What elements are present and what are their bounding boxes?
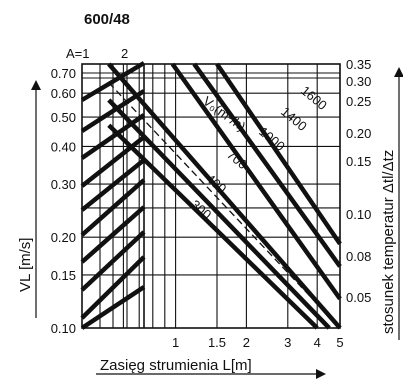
series-line-1400 bbox=[192, 62, 342, 268]
a-line-6 bbox=[80, 205, 146, 264]
y-tick-4: 0.40 bbox=[51, 139, 76, 154]
a-label-1: A=1 bbox=[66, 46, 90, 61]
x-tick-5: 5 bbox=[336, 335, 343, 350]
chart-title: 600/48 bbox=[84, 11, 130, 28]
a-label-2: 2 bbox=[121, 46, 128, 61]
series-label-1400: 1400 bbox=[278, 104, 310, 134]
y-axis-label: VL [m/s] bbox=[17, 238, 34, 292]
y-tick-2: 0.20 bbox=[51, 230, 76, 245]
dashed-reference-line bbox=[108, 82, 341, 329]
y-tick-6: 0.60 bbox=[51, 86, 76, 101]
y2-tick-4: 0.15 bbox=[346, 154, 371, 169]
x-tick-4: 4 bbox=[314, 335, 321, 350]
y2-tick-7: 0.05 bbox=[346, 290, 371, 305]
series-line-1000 bbox=[170, 62, 342, 301]
series-line-300 bbox=[107, 123, 319, 330]
y2-axis-label: stosunek temperatur Δtl/Δtz bbox=[380, 150, 397, 334]
a-lines bbox=[80, 61, 146, 330]
a-line-5 bbox=[80, 178, 146, 237]
a-line-9 bbox=[80, 285, 146, 330]
a-line-1 bbox=[80, 89, 146, 133]
series-label-1600: 1600 bbox=[298, 83, 330, 113]
x-tick-2: 2 bbox=[243, 335, 250, 350]
a-line-3 bbox=[80, 135, 146, 188]
plot-frame bbox=[81, 63, 341, 329]
y-tick-5: 0.50 bbox=[51, 110, 76, 125]
a-line-2 bbox=[80, 113, 146, 160]
y2-axis-arrowhead bbox=[394, 67, 403, 77]
x-tick-0: 1 bbox=[172, 335, 179, 350]
series-line-400 bbox=[107, 98, 331, 330]
series-line-1600 bbox=[215, 62, 342, 246]
dashed-line bbox=[108, 82, 341, 329]
x-axis-arrowhead bbox=[316, 369, 326, 379]
x-axis-label: Zasięg strumienia L[m] bbox=[100, 357, 252, 374]
series-label-300: 300 bbox=[188, 197, 214, 222]
y-tick-7: 0.70 bbox=[51, 66, 76, 81]
a-line-0 bbox=[80, 61, 146, 102]
y-axis-label-text: VL [m/s] bbox=[17, 238, 34, 292]
y2-tick-5: 0.10 bbox=[346, 207, 371, 222]
x-tick-3: 3 bbox=[284, 335, 291, 350]
plot-border bbox=[81, 63, 341, 329]
y-tick-1: 0.15 bbox=[51, 268, 76, 283]
y2-tick-1: 0.30 bbox=[346, 74, 371, 89]
series-line-700 bbox=[107, 62, 342, 330]
a-line-4 bbox=[80, 158, 146, 212]
y2-tick-3: 0.20 bbox=[346, 126, 371, 141]
y2-tick-6: 0.08 bbox=[346, 249, 371, 264]
series-label-1000: 1000 bbox=[256, 124, 288, 154]
y2-axis-label-text: stosunek temperatur Δtl/Δtz bbox=[380, 150, 397, 334]
y-tick-3: 0.30 bbox=[51, 177, 76, 192]
y-axis-arrowhead bbox=[31, 80, 41, 90]
y-tick-0: 0.10 bbox=[51, 321, 76, 336]
y2-tick-2: 0.25 bbox=[346, 94, 371, 109]
series-lines bbox=[107, 62, 342, 330]
y2-tick-0: 0.35 bbox=[346, 57, 371, 72]
x-tick-1: 1.5 bbox=[208, 335, 226, 350]
a-line-8 bbox=[80, 255, 146, 320]
a-line-7 bbox=[80, 230, 146, 292]
